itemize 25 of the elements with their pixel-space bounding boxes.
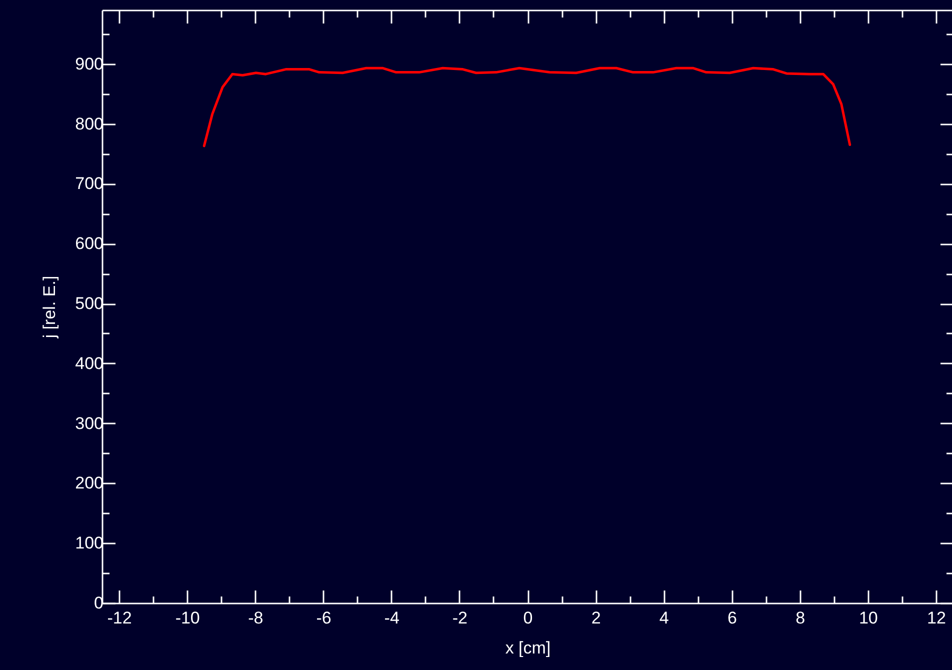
y-axis-title: j [rel. E.]: [40, 276, 60, 340]
x-tick-label: 2: [591, 608, 601, 628]
y-tick-label: 900: [75, 54, 104, 74]
x-tick-label: 4: [659, 608, 669, 628]
x-tick-label: 0: [523, 608, 533, 628]
x-tick-label: -10: [175, 608, 200, 628]
x-tick-label: 12: [927, 608, 946, 628]
x-tick-label: 8: [796, 608, 806, 628]
x-tick-label: -2: [452, 608, 468, 628]
line-series: [202, 66, 852, 148]
x-axis-title: x [cm]: [505, 638, 551, 658]
y-tick-label: 500: [75, 294, 104, 314]
x-tick-label: 6: [728, 608, 737, 628]
y-tick-label: 300: [75, 414, 104, 433]
x-tick-label: -8: [248, 608, 264, 628]
y-tick-label: 700: [75, 174, 104, 194]
y-tick-label: 800: [75, 114, 104, 134]
x-tick-label: -12: [107, 608, 132, 628]
y-tick-label: 400: [75, 354, 104, 373]
x-tick-label: -6: [316, 608, 332, 628]
x-tick-label: 10: [858, 608, 878, 628]
x-tick-label: -4: [384, 608, 400, 628]
y-tick-label: 200: [75, 474, 104, 493]
y-tick-label: 100: [75, 534, 104, 553]
y-tick-label: 600: [75, 234, 104, 254]
